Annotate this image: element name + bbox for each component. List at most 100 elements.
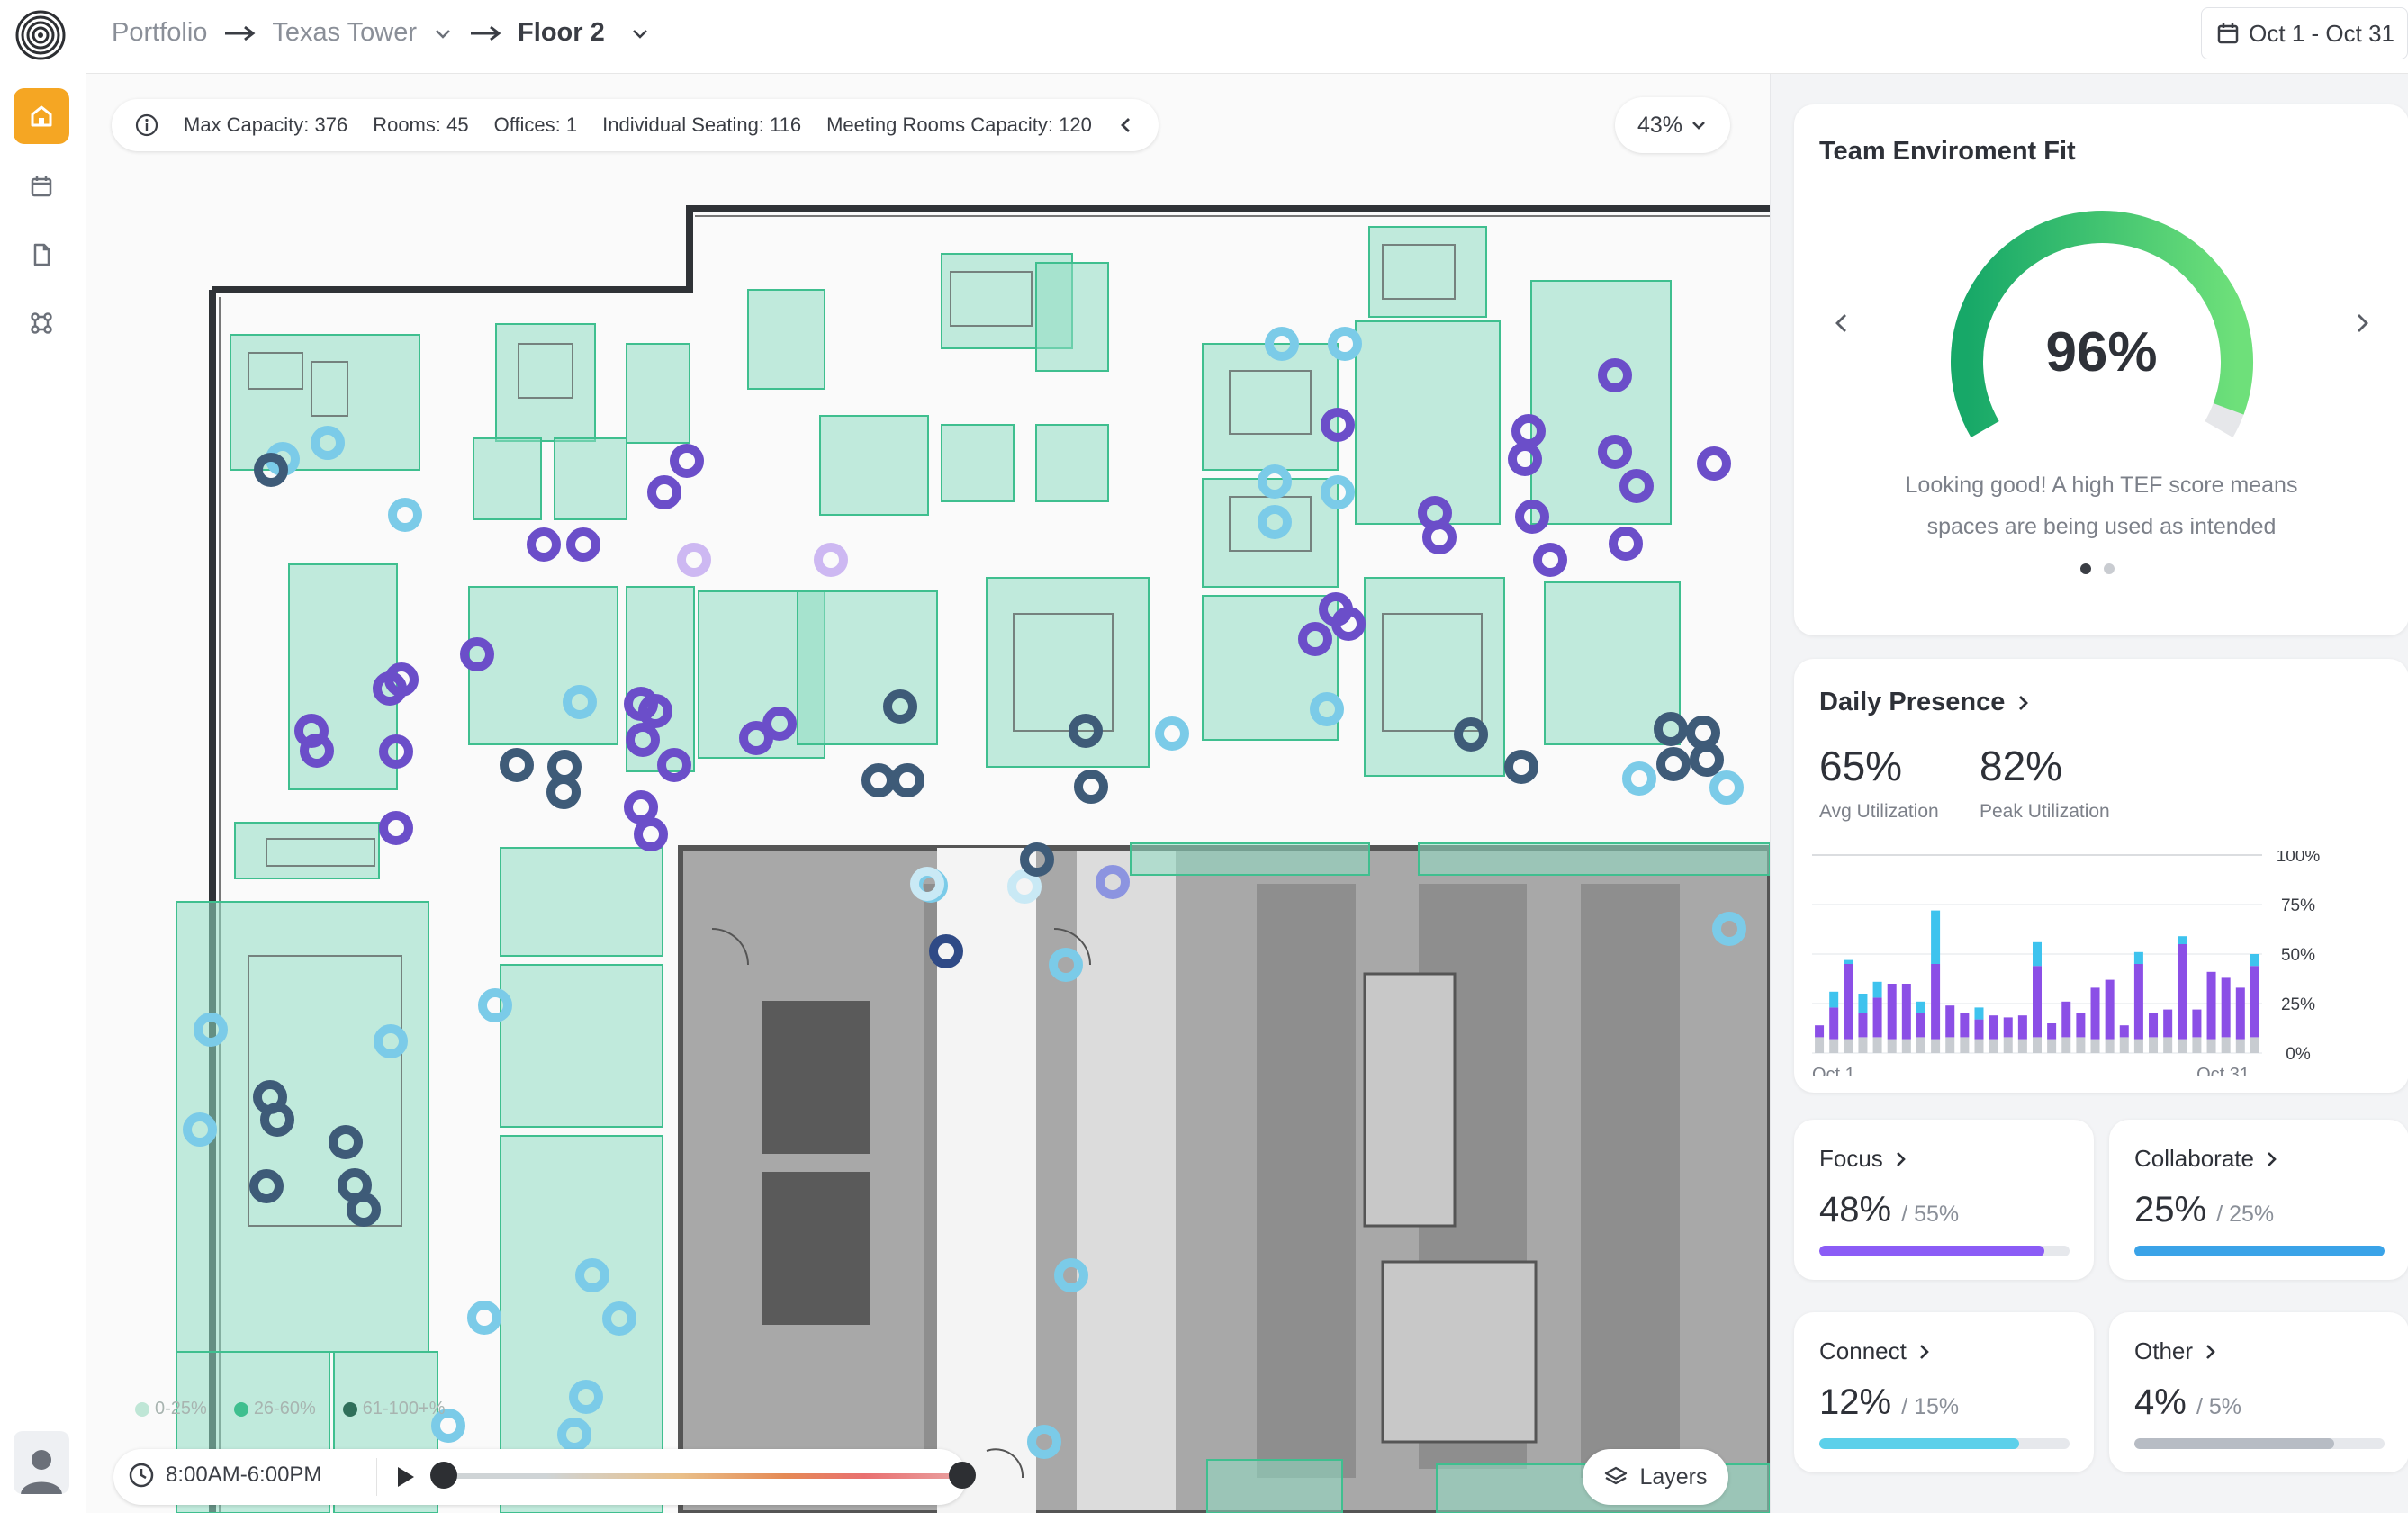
bar-other[interactable]	[2192, 1037, 2202, 1053]
bar-booked[interactable]	[2206, 971, 2216, 1040]
bar-drop-in[interactable]	[1872, 981, 1882, 998]
bar-booked[interactable]	[2192, 1009, 2202, 1038]
carousel-dot[interactable]	[2104, 563, 2115, 574]
bar-booked[interactable]	[2221, 977, 2231, 1038]
nav-home-button[interactable]	[14, 88, 69, 144]
bar-booked[interactable]	[1829, 1007, 1839, 1040]
bar-other[interactable]	[2235, 1039, 2245, 1053]
nav-network-button[interactable]	[14, 295, 69, 351]
bar-other[interactable]	[2250, 1037, 2259, 1053]
bar-booked[interactable]	[2090, 987, 2100, 1040]
bar-booked[interactable]	[1815, 1025, 1825, 1038]
breadcrumb-building[interactable]: Texas Tower	[272, 18, 418, 47]
collaborate-card[interactable]: Collaborate 25% / 25%	[2109, 1120, 2408, 1280]
bar-booked[interactable]	[1901, 984, 1911, 1040]
bar-booked[interactable]	[2076, 1013, 2086, 1038]
bar-other[interactable]	[2105, 1039, 2115, 1053]
bar-other[interactable]	[2003, 1037, 2013, 1053]
carousel-dot-active[interactable]	[2080, 563, 2091, 574]
bar-other[interactable]	[2090, 1039, 2100, 1053]
floor-plan-area[interactable]: Max Capacity: 376 Rooms: 45 Offices: 1 I…	[86, 74, 1770, 1513]
bar-other[interactable]	[2206, 1039, 2216, 1053]
bar-booked[interactable]	[1887, 984, 1897, 1040]
logo-icon[interactable]	[14, 9, 67, 61]
zoom-dropdown[interactable]: 43%	[1615, 97, 1730, 153]
bar-booked[interactable]	[2105, 979, 2115, 1040]
bar-booked[interactable]	[1844, 964, 1853, 1040]
bar-other[interactable]	[2133, 1039, 2143, 1053]
bar-other[interactable]	[2149, 1037, 2159, 1053]
bar-other[interactable]	[2047, 1039, 2057, 1053]
bar-drop-in[interactable]	[1844, 959, 1853, 964]
chevron-left-icon[interactable]	[1117, 115, 1135, 135]
bar-other[interactable]	[2017, 1039, 2027, 1053]
daily-presence-title[interactable]: Daily Presence	[1819, 688, 2032, 717]
bar-drop-in[interactable]	[2033, 941, 2042, 967]
bar-booked[interactable]	[1960, 1013, 1970, 1038]
other-card[interactable]: Other 4% / 5%	[2109, 1312, 2408, 1472]
bar-other[interactable]	[1829, 1039, 1839, 1053]
bar-booked[interactable]	[2003, 1017, 2013, 1038]
bar-booked[interactable]	[1872, 997, 1882, 1038]
bar-other[interactable]	[2221, 1037, 2231, 1053]
bar-booked[interactable]	[2033, 966, 2042, 1038]
chevron-left-icon[interactable]	[1830, 311, 1853, 335]
bar-other[interactable]	[1974, 1039, 1984, 1053]
bar-booked[interactable]	[1916, 1013, 1925, 1038]
time-slider-start-handle[interactable]	[430, 1462, 457, 1489]
bar-drop-in[interactable]	[1974, 1007, 1984, 1020]
chevron-down-icon[interactable]	[630, 23, 650, 43]
bar-drop-in[interactable]	[2133, 951, 2143, 964]
bar-booked[interactable]	[2163, 1009, 2173, 1038]
bar-booked[interactable]	[2119, 1025, 2129, 1038]
bar-booked[interactable]	[2149, 1013, 2159, 1038]
bar-other[interactable]	[1916, 1037, 1925, 1053]
nav-document-button[interactable]	[14, 227, 69, 283]
bar-booked[interactable]	[2133, 964, 2143, 1040]
bar-booked[interactable]	[2250, 966, 2259, 1038]
bar-other[interactable]	[1872, 1037, 1882, 1053]
breadcrumb-portfolio[interactable]: Portfolio	[112, 18, 208, 47]
bar-other[interactable]	[1945, 1037, 1955, 1053]
bar-drop-in[interactable]	[2250, 954, 2259, 967]
bar-drop-in[interactable]	[1829, 991, 1839, 1008]
bar-other[interactable]	[1960, 1037, 1970, 1053]
bar-other[interactable]	[1887, 1039, 1897, 1053]
play-icon[interactable]	[392, 1463, 418, 1490]
bar-other[interactable]	[2061, 1037, 2071, 1053]
bar-other[interactable]	[1931, 1039, 1941, 1053]
chevron-down-icon[interactable]	[433, 23, 453, 43]
bar-booked[interactable]	[2061, 1001, 2071, 1038]
bar-other[interactable]	[2076, 1037, 2086, 1053]
bar-other[interactable]	[1844, 1039, 1853, 1053]
bar-other[interactable]	[1901, 1039, 1911, 1053]
time-slider-end-handle[interactable]	[949, 1462, 976, 1489]
bar-other[interactable]	[2119, 1037, 2129, 1053]
bar-drop-in[interactable]	[2178, 936, 2187, 944]
bar-other[interactable]	[2033, 1037, 2042, 1053]
bar-booked[interactable]	[1945, 1005, 1955, 1038]
connect-card[interactable]: Connect 12% / 15%	[1794, 1312, 2094, 1472]
focus-card[interactable]: Focus 48% / 55%	[1794, 1120, 2094, 1280]
time-slider-track[interactable]	[439, 1473, 970, 1479]
bar-other[interactable]	[1815, 1037, 1825, 1053]
date-range-button[interactable]: Oct 1 - Oct 31	[2201, 7, 2408, 59]
daily-presence-chart[interactable]: 100% 75% 50% 25% 0% Oct 1 Oct 31	[1812, 851, 2397, 1076]
bar-booked[interactable]	[2017, 1015, 2027, 1040]
bar-drop-in[interactable]	[1931, 910, 1941, 964]
bar-other[interactable]	[2178, 1039, 2187, 1053]
nav-calendar-button[interactable]	[14, 158, 69, 214]
bar-other[interactable]	[1858, 1037, 1868, 1053]
breadcrumb-floor[interactable]: Floor 2	[518, 18, 605, 47]
layers-button[interactable]: Layers	[1583, 1449, 1728, 1505]
bar-booked[interactable]	[1858, 1013, 1868, 1038]
info-icon[interactable]	[135, 113, 158, 137]
bar-booked[interactable]	[1931, 964, 1941, 1040]
bar-booked[interactable]	[1989, 1015, 1998, 1040]
bar-booked[interactable]	[1974, 1019, 1984, 1040]
floor-plan-map[interactable]	[86, 74, 1770, 1513]
bar-other[interactable]	[2163, 1037, 2173, 1053]
bar-booked[interactable]	[2178, 944, 2187, 1040]
bar-booked[interactable]	[2235, 987, 2245, 1040]
chevron-right-icon[interactable]	[2350, 311, 2374, 335]
